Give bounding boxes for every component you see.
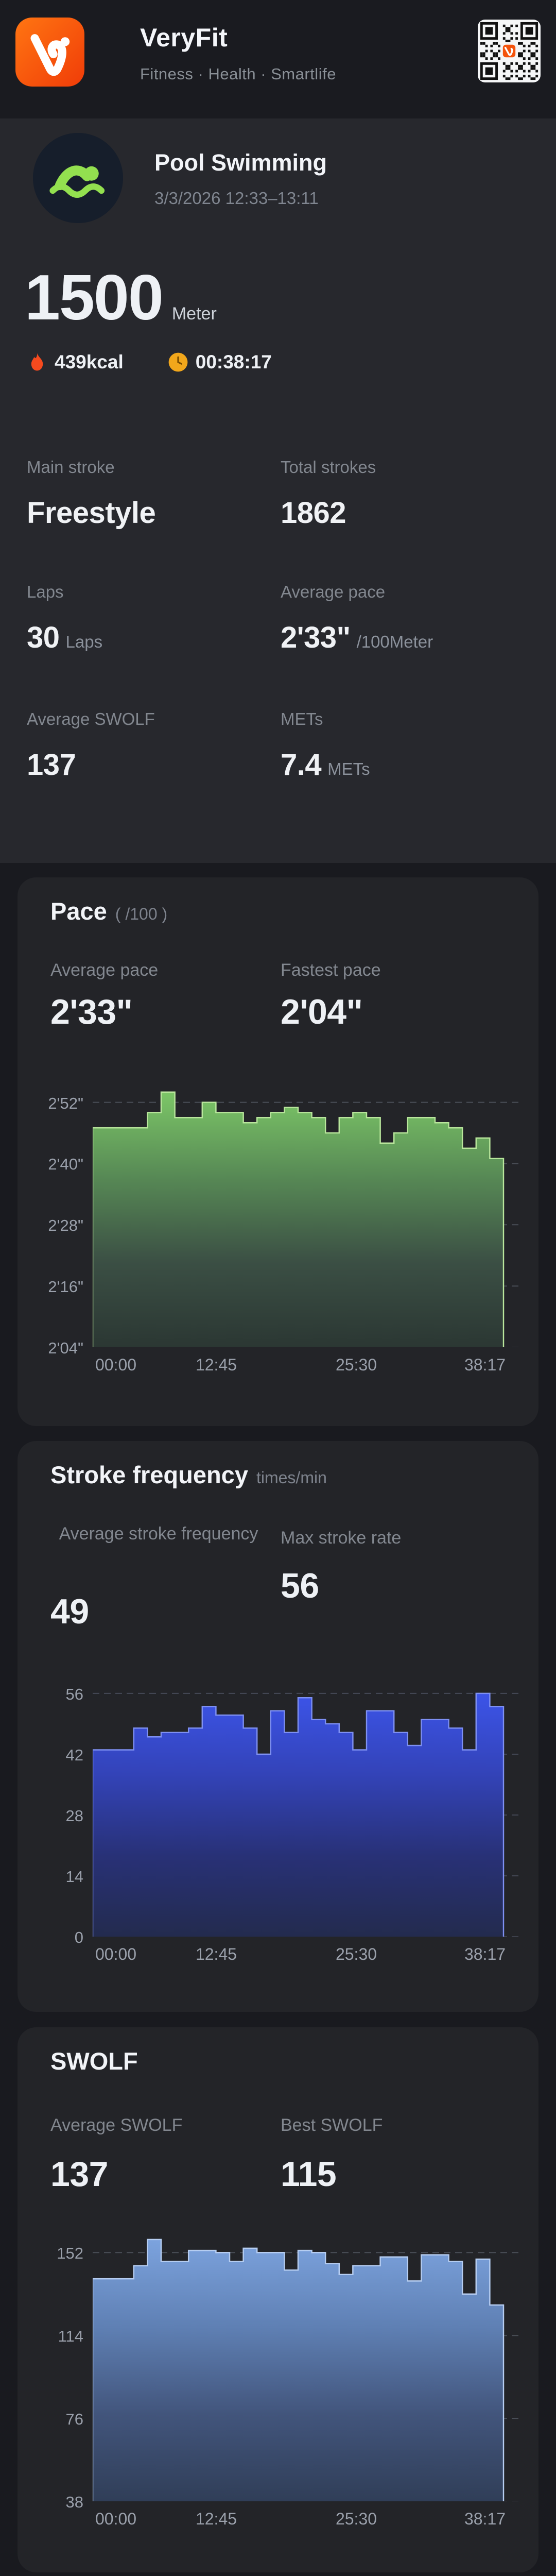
stat-mets: METs 7.4 METs (281, 709, 528, 782)
stat-laps: Laps 30 Laps (27, 582, 274, 655)
stat-label: Average pace (281, 582, 386, 601)
x-axis-tick: 00:00 (95, 1355, 137, 1374)
y-axis-tick: 2'04" (48, 1339, 83, 1357)
x-axis-tick: 25:30 (335, 1355, 377, 1374)
duration-value: 00:38:17 (195, 351, 272, 372)
stat-average-swolf: Average SWOLF 137 (27, 709, 274, 782)
y-axis-tick: 2'16" (48, 1278, 83, 1296)
veryfit-logo-icon (15, 18, 84, 87)
card-title: Stroke frequency (50, 1461, 248, 1488)
average-pace-label: Average pace (50, 960, 159, 980)
workout-title: Pool Swimming (154, 149, 327, 176)
stat-label: Laps (27, 582, 64, 601)
average-swolf-value: 137 (50, 2155, 108, 2194)
stat-value: 1862 (281, 496, 346, 530)
best-swolf-value: 115 (281, 2155, 337, 2194)
y-axis-tick: 14 (65, 1867, 83, 1886)
stroke-frequency-card: Stroke frequency times/min Average strok… (18, 1441, 538, 2012)
average-pace-value: 2'33" (50, 992, 133, 1031)
y-axis-tick: 2'40" (48, 1155, 83, 1174)
x-axis-tick: 25:30 (335, 1945, 377, 1963)
x-axis-tick: 12:45 (195, 2510, 237, 2528)
workout-datetime: 3/3/2026 12:33–13:11 (154, 189, 319, 208)
y-axis-tick: 152 (57, 2244, 83, 2263)
calories-duration-row: 439kcal 00:38:17 (27, 351, 272, 373)
x-axis-tick: 25:30 (335, 2510, 377, 2528)
card-title-suffix: ( /100 ) (115, 905, 168, 923)
stat-unit: /100Meter (356, 632, 433, 651)
clock-icon (168, 352, 188, 372)
card-title-suffix: times/min (256, 1468, 327, 1487)
stat-total-strokes: Total strokes 1862 (281, 457, 528, 530)
x-axis-tick: 00:00 (95, 1945, 137, 1963)
stat-value: 2'33" (281, 621, 351, 654)
y-axis-tick: 76 (65, 2410, 83, 2429)
total-distance: 1500 Meter (25, 266, 217, 330)
swolf-card: SWOLF Average SWOLF 137 Best SWOLF 115 1… (18, 2027, 538, 2572)
average-stroke-frequency-value: 49 (50, 1592, 89, 1631)
app-tagline: Fitness · Health · Smartlife (140, 65, 336, 83)
max-stroke-rate-label: Max stroke rate (281, 1528, 402, 1548)
x-axis: 00:00 12:45 25:30 38:17 (93, 2510, 506, 2531)
max-stroke-rate-value: 56 (281, 1566, 319, 1605)
card-title: Pace (50, 897, 107, 925)
distance-unit: Meter (171, 304, 217, 324)
y-axis-tick: 114 (58, 2327, 83, 2346)
stat-value: 7.4 (281, 748, 322, 782)
stat-value: Freestyle (27, 496, 156, 530)
app-name: VeryFit (140, 23, 228, 52)
stroke-frequency-chart: 56 42 28 14 0 00:00 12:45 25:30 38:17 (66, 1685, 520, 1963)
y-axis-tick: 38 (65, 2493, 83, 2511)
y-axis-tick: 2'28" (48, 1216, 83, 1235)
pace-card-title-row: Pace ( /100 ) (50, 897, 167, 925)
workout-summary-section: Pool Swimming 3/3/2026 12:33–13:11 1500 … (0, 118, 556, 863)
chart-canvas (92, 2239, 520, 2502)
x-axis-tick: 12:45 (195, 1355, 237, 1374)
y-axis-tick: 0 (74, 1928, 83, 1946)
chart-canvas (92, 1091, 520, 1348)
pool-swimming-icon (33, 133, 123, 223)
y-axis-tick: 28 (65, 1806, 83, 1825)
x-axis: 00:00 12:45 25:30 38:17 (93, 1355, 506, 1377)
calories-value: 439kcal (55, 351, 124, 372)
stat-label: Average SWOLF (27, 709, 155, 728)
stat-value: 137 (27, 748, 76, 782)
pace-chart: 2'52" 2'40" 2'28" 2'16" 2'04" 00:00 12:45 25:30… (48, 1082, 520, 1374)
x-axis-tick: 00:00 (95, 2510, 137, 2528)
stroke-card-title-row: Stroke frequency times/min (50, 1461, 327, 1489)
stat-label: Main stroke (27, 457, 115, 477)
swolf-card-title-row: SWOLF (50, 2047, 138, 2075)
y-axis-tick: 2'52" (48, 1094, 83, 1112)
average-stroke-frequency-label: Average stroke frequency (59, 1524, 258, 1544)
x-axis: 00:00 12:45 25:30 38:17 (93, 1945, 506, 1967)
qr-code (478, 20, 541, 82)
average-swolf-label: Average SWOLF (50, 2115, 183, 2135)
card-title: SWOLF (50, 2047, 138, 2075)
fastest-pace-value: 2'04" (281, 992, 363, 1031)
qr-pattern (480, 22, 538, 80)
distance-value: 1500 (25, 262, 164, 333)
y-axis-tick: 56 (65, 1685, 83, 1703)
stat-label: METs (281, 709, 323, 728)
chart-canvas (92, 1692, 520, 1937)
stat-value: 30 (27, 621, 60, 654)
x-axis-tick: 12:45 (195, 1945, 237, 1963)
fastest-pace-label: Fastest pace (281, 960, 381, 980)
best-swolf-label: Best SWOLF (281, 2115, 383, 2135)
stat-main-stroke: Main stroke Freestyle (27, 457, 274, 530)
stat-unit: Laps (65, 632, 103, 651)
stat-label: Total strokes (281, 457, 376, 477)
stat-average-pace: Average pace 2'33" /100Meter (281, 582, 528, 655)
x-axis-tick: 38:17 (464, 2510, 506, 2528)
flame-icon (31, 353, 43, 371)
pace-card: Pace ( /100 ) Average pace 2'33" Fastest… (18, 877, 538, 1426)
stat-unit: METs (327, 759, 370, 778)
y-axis-tick: 42 (65, 1745, 83, 1764)
x-axis-tick: 38:17 (464, 1355, 506, 1374)
app-header: VeryFit Fitness · Health · Smartlife (0, 0, 556, 118)
x-axis-tick: 38:17 (464, 1945, 506, 1963)
swolf-chart: 152 114 76 38 00:00 12:45 25:30 38:17 (57, 2231, 520, 2528)
